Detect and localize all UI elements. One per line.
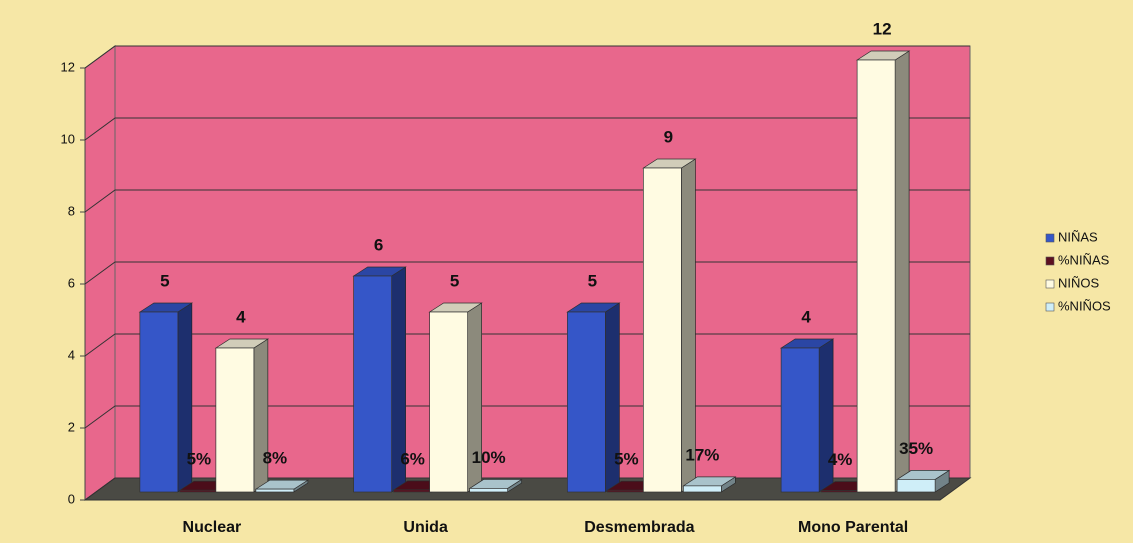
bar-side-shade [605,303,620,492]
bar-top-shade [469,479,522,489]
bar-side-shade [177,303,192,492]
y-tick-label: 12 [61,59,75,74]
grid-line [84,45,970,69]
bar [683,485,722,493]
y-tick-label: 8 [68,203,75,218]
bar-side-shade [681,159,696,492]
bar [856,59,896,493]
bar-top-shade [897,470,950,480]
legend-swatch [1045,279,1055,289]
bar [255,488,295,493]
value-label: 6% [400,449,425,468]
value-label: 5 [160,271,169,290]
value-label: 35% [899,439,933,458]
bar-top-shade [255,480,308,490]
bar-side-shade [721,476,736,492]
legend-swatch [1045,302,1055,312]
bar [896,479,936,493]
value-label: 9 [664,127,673,146]
legend-label: %NIÑOS [1058,298,1111,313]
legend-label: NIÑOS [1058,275,1100,290]
bar-side-shade [507,479,522,492]
bar [393,489,432,493]
bar-top-shade [643,159,696,168]
bar [353,275,392,493]
bar-side-shade [467,303,482,492]
y-tick-label: 4 [68,347,75,362]
bar-top-shade [781,339,834,348]
y-tick-label: 2 [68,419,75,434]
bar [469,488,508,493]
legend-swatch [1045,233,1055,243]
bar-side-shade [895,51,910,492]
bar-side-shade [391,267,406,492]
value-label: 8% [263,449,288,468]
bar-side-shade [935,470,950,492]
legend-label: %NIÑAS [1058,252,1110,267]
bar-top-shade [857,51,910,60]
value-label: 5 [450,271,459,290]
value-label: 4 [236,307,246,326]
legend-label: NIÑAS [1058,229,1098,244]
bar [139,311,179,493]
bar [567,311,606,493]
bar-side-shade [819,339,834,492]
x-tick-label: Mono Parental [798,519,908,536]
grid-line [84,117,970,141]
bar [780,347,820,493]
x-tick-label: Unida [403,519,448,536]
value-label: 6 [374,235,383,254]
y-tick-label: 0 [68,491,75,506]
bar [643,167,682,493]
bar [607,489,646,493]
y-tick-label: 6 [68,275,75,290]
bar [179,489,219,493]
bar-side-shade [293,480,308,492]
bar-top-shade [683,476,736,486]
bar-top-shade [429,303,482,312]
value-label: 12 [873,19,892,38]
bar [429,311,468,493]
bar-side-shade [253,339,268,492]
x-tick-label: Nuclear [183,519,242,536]
legend-swatch [1045,256,1055,266]
value-label: 5% [187,450,212,469]
bar-top-shade [353,267,406,276]
value-label: 17% [685,445,719,464]
value-label: 10% [472,448,506,467]
bar-top-shade [139,303,192,312]
value-label: 4% [828,450,853,469]
value-label: 4 [801,307,811,326]
y-tick-label: 10 [61,131,75,146]
bar-top-shade [215,339,268,348]
value-label: 5 [588,271,597,290]
bar [820,490,860,493]
value-label: 5% [614,450,639,469]
bar [215,347,255,493]
bar-top-shade [567,303,620,312]
x-tick-label: Desmembrada [584,519,694,536]
